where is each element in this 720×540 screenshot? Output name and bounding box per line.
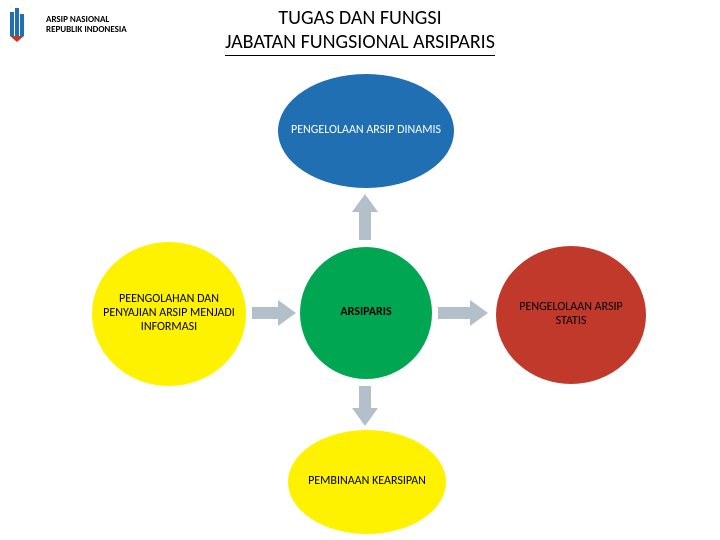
node-pengolahan-penyajian: PEENGOLAHAN DAN PENYAJIAN ARSIP MENJADI … [92, 242, 246, 386]
arrow-center-to-right-icon [438, 300, 488, 326]
page-title: TUGAS DAN FUNGSI JABATAN FUNGSIONAL ARSI… [0, 6, 720, 56]
node-pengelolaan-dinamis: PENGELOLAAN ARSIP DINAMIS [278, 74, 454, 188]
title-line2: JABATAN FUNGSIONAL ARSIPARIS [225, 30, 495, 56]
title-line1: TUGAS DAN FUNGSI [0, 6, 720, 30]
node-pembinaan-kearsipan: PEMBINAAN KEARSIPAN [288, 430, 446, 534]
arrow-up-icon [352, 194, 378, 240]
node-arsiparis: ARSIPARIS [300, 247, 432, 379]
arrow-left-to-center-icon [252, 300, 296, 326]
node-pengelolaan-statis: PENGELOLAAN ARSIP STATIS [496, 246, 646, 384]
arrow-down-icon [352, 386, 378, 426]
